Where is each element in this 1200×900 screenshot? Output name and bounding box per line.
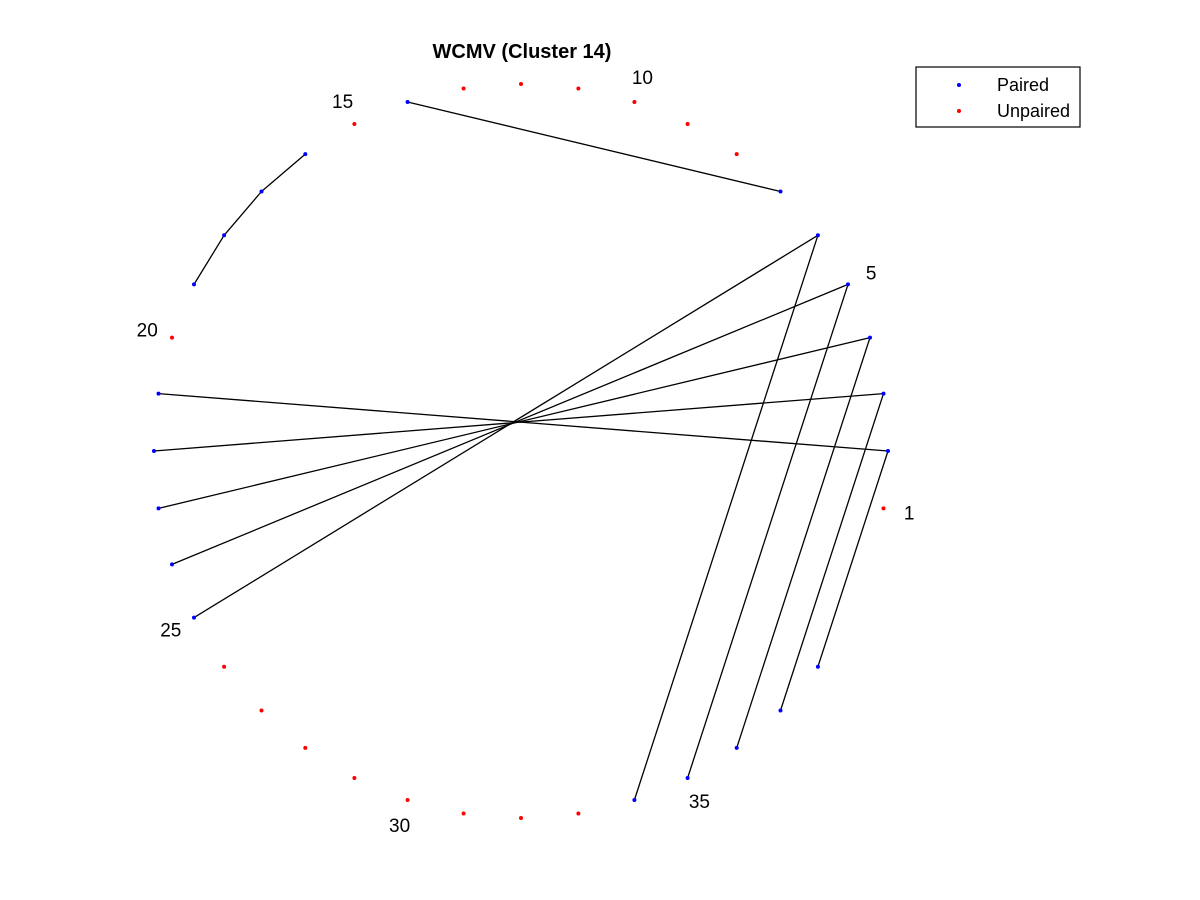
unpaired-point-26 — [222, 664, 227, 669]
pair-link-14-7 — [407, 101, 781, 193]
unpaired-point-10 — [632, 100, 637, 104]
paired-point-36 — [734, 745, 739, 750]
paired-point-25 — [192, 615, 196, 620]
pair-link-17-18 — [223, 191, 262, 236]
unpaired-point-12 — [519, 82, 523, 86]
paired-point-38 — [815, 664, 820, 669]
position-label-35: 35 — [689, 792, 710, 813]
paired-point-5 — [846, 282, 850, 287]
paired-point-37 — [778, 708, 783, 713]
position-label-1: 1 — [904, 504, 915, 525]
legend-label-unpaired: Unpaired — [997, 101, 1070, 121]
unpaired-point-32 — [519, 816, 523, 820]
legend-box — [915, 66, 1081, 128]
unpaired-point-27 — [259, 708, 264, 713]
position-label-20: 20 — [137, 321, 158, 342]
paired-point-4 — [868, 335, 872, 340]
position-label-10: 10 — [632, 68, 653, 89]
unpaired-point-31 — [461, 811, 466, 816]
unpaired-point-29 — [352, 776, 357, 780]
pair-link-25-6 — [193, 234, 819, 619]
paired-point-17 — [259, 189, 264, 194]
paired-point-24 — [170, 562, 174, 567]
unpaired-point-11 — [576, 86, 581, 91]
pair-link-3-37 — [779, 393, 885, 711]
paired-point-3 — [881, 391, 886, 396]
position-label-30: 30 — [389, 816, 410, 837]
paired-point-14 — [405, 100, 410, 104]
paired-point-35 — [685, 776, 690, 780]
paired-point-34 — [632, 798, 637, 802]
paired-point-19 — [192, 282, 196, 287]
paired-point-16 — [303, 152, 308, 157]
paired-point-2 — [886, 449, 890, 453]
unpaired-point-20 — [170, 335, 174, 340]
unpaired-point-33 — [576, 811, 581, 816]
pair-link-4-36 — [736, 337, 871, 749]
pair-link-2-38 — [817, 450, 889, 667]
pair-link-5-35 — [686, 284, 849, 779]
position-label-5: 5 — [866, 264, 877, 285]
chart-title: WCMV (Cluster 14) — [433, 41, 612, 63]
unpaired-point-28 — [303, 745, 308, 750]
legend-marker-unpaired — [957, 109, 961, 113]
paired-point-21 — [156, 391, 161, 396]
paired-point-18 — [222, 233, 227, 238]
legend: Paired Unpaired — [915, 66, 1081, 128]
legend-marker-paired — [957, 83, 961, 87]
unpaired-point-8 — [734, 152, 739, 157]
data-points — [152, 82, 890, 820]
unpaired-point-9 — [685, 122, 690, 126]
paired-point-23 — [156, 506, 161, 511]
unpaired-point-1 — [881, 506, 886, 511]
unpaired-point-30 — [405, 798, 410, 802]
pair-links — [153, 101, 889, 801]
pair-link-16-17 — [261, 153, 306, 192]
unpaired-point-15 — [352, 122, 357, 126]
legend-label-paired: Paired — [997, 75, 1049, 95]
paired-point-6 — [815, 233, 820, 238]
position-label-15: 15 — [332, 92, 353, 113]
paired-point-7 — [778, 189, 783, 194]
unpaired-point-13 — [461, 86, 466, 91]
pair-link-6-34 — [633, 235, 819, 801]
pair-link-18-19 — [193, 234, 225, 285]
paired-point-22 — [152, 449, 156, 453]
position-label-25: 25 — [160, 620, 181, 641]
